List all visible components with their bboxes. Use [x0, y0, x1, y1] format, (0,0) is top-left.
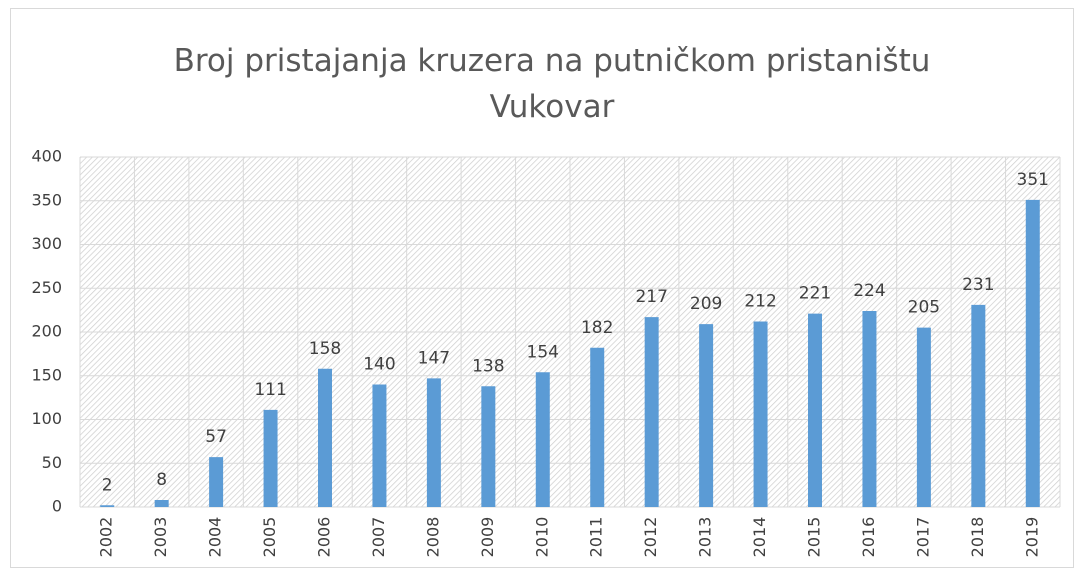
data-label: 140 — [363, 355, 395, 375]
x-tick-label: 2012 — [641, 517, 660, 558]
x-tick-label: 2006 — [315, 517, 334, 558]
x-tick-label: 2011 — [587, 517, 606, 558]
bar — [372, 384, 387, 507]
y-tick-label: 50 — [42, 453, 62, 472]
y-tick-label: 400 — [31, 147, 62, 166]
data-label: 231 — [962, 275, 994, 295]
data-label: 212 — [744, 292, 776, 312]
bar — [971, 304, 986, 507]
x-tick-label: 2008 — [423, 517, 442, 558]
bar — [1025, 199, 1040, 507]
x-tick-label: 2005 — [260, 517, 279, 558]
bar — [916, 327, 931, 507]
data-label: 154 — [527, 342, 559, 362]
bar — [808, 313, 822, 507]
bar — [426, 378, 441, 507]
data-label: 147 — [418, 348, 450, 368]
bar — [699, 324, 714, 507]
x-tick-label: 2014 — [750, 517, 769, 558]
data-label: 2 — [102, 475, 113, 495]
data-label: 221 — [799, 284, 831, 304]
bar — [154, 500, 169, 507]
bar — [100, 505, 115, 507]
y-tick-label: 200 — [31, 322, 62, 341]
data-label: 351 — [1017, 170, 1049, 190]
data-label: 158 — [309, 339, 341, 359]
bar — [590, 347, 605, 507]
x-tick-label: 2010 — [532, 517, 551, 558]
data-label: 111 — [254, 380, 286, 400]
bar — [862, 311, 877, 507]
x-tick-label: 2007 — [369, 517, 388, 558]
x-tick-label: 2013 — [696, 517, 715, 558]
data-label: 217 — [635, 287, 667, 307]
y-tick-label: 150 — [31, 365, 62, 384]
data-label: 205 — [908, 298, 940, 318]
bar — [209, 457, 224, 507]
x-tick-label: 2016 — [859, 517, 878, 558]
chart-title: Broj pristajanja kruzera na putničkom pr… — [173, 43, 931, 125]
x-tick-label: 2003 — [151, 517, 170, 558]
data-label: 138 — [472, 356, 504, 376]
x-tick-label: 2015 — [805, 517, 824, 558]
y-tick-label: 100 — [31, 409, 62, 428]
y-tick-label: 300 — [31, 234, 62, 253]
data-label: 224 — [853, 281, 885, 301]
chart-frame — [10, 8, 1074, 568]
bar — [644, 317, 659, 507]
data-label: 182 — [581, 318, 613, 338]
x-tick-label: 2019 — [1022, 517, 1041, 558]
x-tick-label: 2004 — [206, 517, 225, 558]
y-tick-label: 250 — [31, 278, 62, 297]
x-tick-label: 2002 — [97, 517, 116, 558]
y-tick-label: 350 — [31, 190, 62, 209]
x-tick-label: 2017 — [913, 517, 932, 558]
bar — [481, 386, 496, 507]
x-tick-label: 2009 — [478, 517, 497, 558]
bar — [535, 372, 550, 507]
bar — [318, 368, 332, 507]
data-label: 57 — [205, 427, 227, 447]
bar — [753, 321, 768, 507]
x-tick-label: 2018 — [968, 517, 987, 558]
bar — [263, 409, 278, 507]
data-label: 209 — [690, 294, 722, 314]
data-label: 8 — [156, 470, 167, 490]
y-tick-label: 0 — [52, 497, 62, 516]
